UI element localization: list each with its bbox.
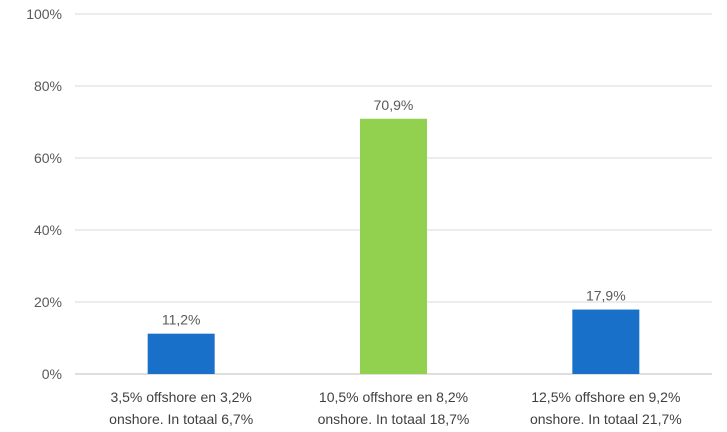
data-label: 70,9% [374, 97, 414, 113]
bar [572, 309, 640, 374]
y-axis-ticks: 0% 20% 40% 60% 80% 100% [26, 6, 62, 382]
y-tick-label: 100% [26, 6, 62, 22]
category-label: onshore. In totaal 21,7% [530, 411, 682, 427]
category-label: onshore. In totaal 6,7% [109, 411, 253, 427]
data-label: 17,9% [586, 288, 626, 304]
y-tick-label: 0% [42, 366, 62, 382]
y-tick-label: 60% [34, 150, 62, 166]
y-tick-label: 20% [34, 294, 62, 310]
category-label: 12,5% offshore en 9,2% [531, 389, 680, 405]
bars [147, 118, 640, 374]
bar [360, 118, 427, 374]
y-tick-label: 40% [34, 222, 62, 238]
data-labels: 11,2% 70,9% 17,9% [162, 97, 626, 328]
category-label: 3,5% offshore en 3,2% [110, 389, 251, 405]
category-label: 10,5% offshore en 8,2% [319, 389, 468, 405]
bar [147, 333, 215, 374]
data-label: 11,2% [162, 312, 201, 328]
category-label: onshore. In totaal 18,7% [318, 411, 470, 427]
x-axis-categories: 3,5% offshore en 3,2% onshore. In totaal … [109, 389, 682, 427]
y-tick-label: 80% [34, 78, 62, 94]
